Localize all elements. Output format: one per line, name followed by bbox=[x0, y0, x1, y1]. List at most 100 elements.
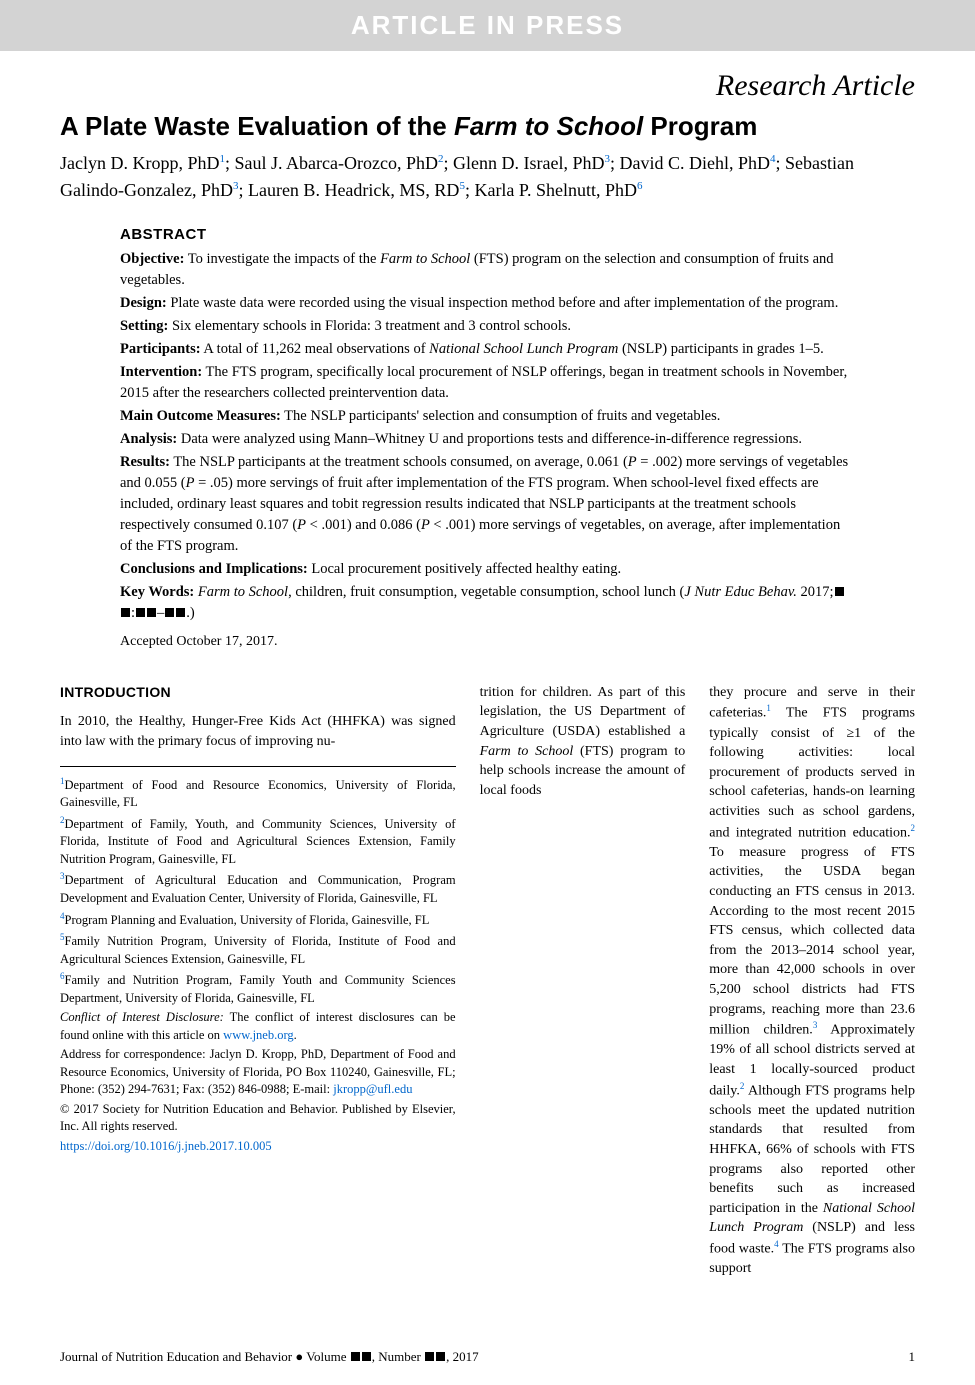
intervention-text: The FTS program, specifically local proc… bbox=[120, 364, 847, 401]
results-p4: P bbox=[421, 517, 430, 533]
conclusions-text: Local procurement positively affected he… bbox=[308, 561, 621, 577]
participants-text-post: (NSLP) participants in grades 1–5. bbox=[618, 341, 823, 357]
setting-text: Six elementary schools in Florida: 3 tre… bbox=[168, 318, 571, 334]
analysis-label: Analysis: bbox=[120, 431, 177, 447]
keywords-d: – bbox=[157, 605, 164, 621]
results-label: Results: bbox=[120, 454, 170, 470]
affiliation-num: 1 bbox=[60, 776, 65, 786]
author: Karla P. Shelnutt, PhD6 bbox=[474, 180, 642, 200]
abstract-keywords: Key Words: Farm to School, children, fru… bbox=[120, 582, 855, 624]
participants-label: Participants: bbox=[120, 341, 201, 357]
author: Lauren B. Headrick, MS, RD5 bbox=[248, 180, 465, 200]
col2-ital: Farm to School bbox=[480, 744, 574, 759]
objective-ital: Farm to School bbox=[380, 251, 470, 267]
affiliation-num: 3 bbox=[60, 871, 65, 881]
placeholder-box bbox=[425, 1352, 434, 1361]
page: ARTICLE IN PRESS Research Article A Plat… bbox=[0, 0, 975, 1385]
affiliations-block: 1Department of Food and Resource Economi… bbox=[60, 775, 456, 1156]
objective-label: Objective: bbox=[120, 251, 184, 267]
author: Saul J. Abarca-Orozco, PhD2 bbox=[235, 153, 444, 173]
article-type: Research Article bbox=[60, 69, 915, 103]
col3-b: The FTS programs typically consist of ≥1… bbox=[709, 706, 915, 840]
abstract-setting: Setting: Six elementary schools in Flori… bbox=[120, 316, 855, 337]
affiliation: 2Department of Family, Youth, and Commun… bbox=[60, 814, 456, 869]
abstract-heading: ABSTRACT bbox=[120, 226, 855, 243]
author: Jaclyn D. Kropp, PhD1 bbox=[60, 153, 225, 173]
jneb-link[interactable]: www.jneb.org bbox=[223, 1028, 293, 1042]
keywords-label: Key Words: bbox=[120, 584, 194, 600]
placeholder-box bbox=[121, 608, 130, 617]
content-area: Research Article A Plate Waste Evaluatio… bbox=[0, 69, 975, 1319]
placeholder-box bbox=[147, 608, 156, 617]
abstract-results: Results: The NSLP participants at the tr… bbox=[120, 452, 855, 557]
col2-a: trition for children. As part of this le… bbox=[480, 685, 686, 739]
accepted-date: Accepted October 17, 2017. bbox=[120, 632, 855, 652]
author-aff-ref: 4 bbox=[770, 153, 776, 165]
body-columns: INTRODUCTION In 2010, the Healthy, Hunge… bbox=[60, 683, 915, 1279]
participants-text-pre: A total of 11,262 meal observations of bbox=[201, 341, 430, 357]
col3-c: To measure progress of FTS activities, t… bbox=[709, 845, 915, 1038]
affiliation: 4Program Planning and Evaluation, Univer… bbox=[60, 910, 456, 930]
placeholder-box bbox=[436, 1352, 445, 1361]
affiliation-num: 2 bbox=[60, 815, 65, 825]
keywords-ital1: Farm to School bbox=[194, 584, 288, 600]
keywords-b: 2017; bbox=[797, 584, 834, 600]
results-p3: P bbox=[297, 517, 306, 533]
authors-block: Jaclyn D. Kropp, PhD1; Saul J. Abarca-Or… bbox=[60, 150, 915, 204]
results-a: The NSLP participants at the treatment s… bbox=[170, 454, 628, 470]
author-aff-ref: 2 bbox=[438, 153, 444, 165]
column-2: trition for children. As part of this le… bbox=[480, 683, 686, 1279]
placeholder-box bbox=[165, 608, 174, 617]
author: David C. Diehl, PhD4 bbox=[619, 153, 775, 173]
placeholder-box bbox=[136, 608, 145, 617]
affiliation: 6Family and Nutrition Program, Family Yo… bbox=[60, 970, 456, 1007]
abstract-body: Objective: To investigate the impacts of… bbox=[120, 249, 855, 653]
correspondence: Address for correspondence: Jaclyn D. Kr… bbox=[60, 1046, 456, 1099]
placeholder-box bbox=[362, 1352, 371, 1361]
footer-left-b: , Number bbox=[372, 1349, 424, 1364]
keywords-e: .) bbox=[186, 605, 194, 621]
design-text: Plate waste data were recorded using the… bbox=[167, 295, 839, 311]
abstract-outcome: Main Outcome Measures: The NSLP particip… bbox=[120, 406, 855, 427]
intro-col2-text: trition for children. As part of this le… bbox=[480, 683, 686, 801]
affiliation: 1Department of Food and Resource Economi… bbox=[60, 775, 456, 812]
author-aff-ref: 3 bbox=[233, 180, 239, 192]
title-text-ital: Farm to School bbox=[454, 111, 643, 141]
placeholder-box bbox=[351, 1352, 360, 1361]
column-3: they procure and serve in their cafeteri… bbox=[709, 683, 915, 1279]
placeholder-box bbox=[176, 608, 185, 617]
results-p2: P bbox=[186, 475, 195, 491]
affiliation-num: 5 bbox=[60, 932, 65, 942]
affiliation: 5Family Nutrition Program, University of… bbox=[60, 931, 456, 968]
objective-text-pre: To investigate the impacts of the bbox=[184, 251, 380, 267]
participants-ital: National School Lunch Program bbox=[429, 341, 618, 357]
outcome-text: The NSLP participants' selection and con… bbox=[281, 408, 721, 424]
design-label: Design: bbox=[120, 295, 167, 311]
affiliation-num: 6 bbox=[60, 971, 65, 981]
article-in-press-banner: ARTICLE IN PRESS bbox=[0, 0, 975, 51]
placeholder-box bbox=[835, 587, 844, 596]
abstract-objective: Objective: To investigate the impacts of… bbox=[120, 249, 855, 291]
abstract-intervention: Intervention: The FTS program, specifica… bbox=[120, 362, 855, 404]
footer-right-page-number: 1 bbox=[909, 1349, 916, 1365]
col3-e: Although FTS programs help schools meet … bbox=[709, 1083, 915, 1216]
affiliation: 3Department of Agricultural Education an… bbox=[60, 870, 456, 907]
results-d: < .001) and 0.086 ( bbox=[306, 517, 421, 533]
abstract-conclusions: Conclusions and Implications: Local proc… bbox=[120, 559, 855, 580]
title-text-pre: A Plate Waste Evaluation of the bbox=[60, 111, 454, 141]
footer-left-a: Journal of Nutrition Education and Behav… bbox=[60, 1349, 350, 1364]
article-title: A Plate Waste Evaluation of the Farm to … bbox=[60, 111, 915, 142]
correspondence-email[interactable]: jkropp@ufl.edu bbox=[333, 1082, 412, 1096]
abstract-analysis: Analysis: Data were analyzed using Mann–… bbox=[120, 429, 855, 450]
column-1: INTRODUCTION In 2010, the Healthy, Hunge… bbox=[60, 683, 456, 1279]
doi-link[interactable]: https://doi.org/10.1016/j.jneb.2017.10.0… bbox=[60, 1139, 272, 1153]
author-aff-ref: 3 bbox=[604, 153, 610, 165]
abstract-block: ABSTRACT Objective: To investigate the i… bbox=[120, 226, 855, 653]
abstract-design: Design: Plate waste data were recorded u… bbox=[120, 293, 855, 314]
doi: https://doi.org/10.1016/j.jneb.2017.10.0… bbox=[60, 1138, 456, 1156]
footer-left-c: , 2017 bbox=[446, 1349, 479, 1364]
keywords-c: : bbox=[131, 605, 135, 621]
setting-label: Setting: bbox=[120, 318, 168, 334]
page-footer: Journal of Nutrition Education and Behav… bbox=[0, 1319, 975, 1385]
keywords-a: , children, fruit consumption, vegetable… bbox=[288, 584, 684, 600]
